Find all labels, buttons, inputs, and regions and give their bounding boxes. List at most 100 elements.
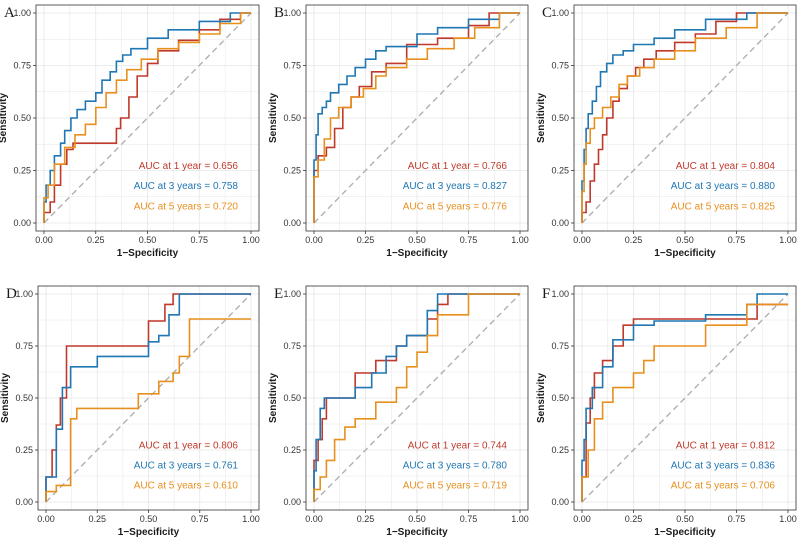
- roc-curve-5yr: [313, 293, 520, 502]
- x-tick-label: 0.25: [88, 514, 106, 524]
- y-axis-title: Sensitivity: [268, 373, 279, 423]
- y-axis-title: Sensitivity: [536, 93, 547, 143]
- roc-curve-5yr: [581, 12, 788, 223]
- x-tick-label: 0.25: [357, 235, 375, 245]
- x-tick-label: 1.00: [242, 235, 260, 245]
- panel-letter: D: [6, 286, 17, 302]
- y-tick-label: 0.50: [13, 113, 31, 123]
- y-tick-label: 0.50: [551, 113, 569, 123]
- panel-letter: A: [4, 5, 15, 21]
- auc-label-1yr: AUC at 1 year = 0.812: [676, 440, 776, 451]
- y-tick-label: 0.25: [551, 445, 569, 455]
- panel-letter: B: [274, 5, 284, 21]
- x-tick-label: 0.00: [35, 235, 53, 245]
- y-tick-label: 0.25: [551, 166, 569, 176]
- auc-label-5yr: AUC at 5 years = 0.720: [134, 202, 239, 213]
- roc-curve-3yr: [581, 12, 788, 223]
- y-axis-title: Sensitivity: [0, 93, 9, 143]
- auc-label-1yr: AUC at 1 year = 0.656: [139, 161, 239, 172]
- reference-diagonal: [45, 293, 252, 503]
- reference-diagonal: [581, 293, 789, 503]
- y-tick-label: 0.75: [551, 341, 569, 351]
- x-tick-label: 0.25: [87, 235, 105, 245]
- roc-curve-5yr: [45, 318, 251, 502]
- auc-label-5yr: AUC at 5 years = 0.776: [403, 202, 508, 213]
- y-tick-label: 0.50: [283, 113, 301, 123]
- y-tick-label: 0.75: [15, 341, 33, 351]
- y-axis-title: Sensitivity: [0, 373, 11, 423]
- auc-label-1yr: AUC at 1 year = 0.744: [408, 440, 508, 451]
- x-axis-title: 1−Specificity: [118, 527, 180, 538]
- x-tick-label: 1.00: [242, 514, 260, 524]
- roc-curve-3yr: [313, 293, 520, 502]
- y-tick-label: 0.25: [283, 445, 301, 455]
- roc-curve-5yr: [313, 12, 520, 223]
- y-tick-label: 1.00: [283, 289, 301, 299]
- y-tick-label: 0.00: [283, 218, 301, 228]
- auc-label-5yr: AUC at 5 years = 0.706: [671, 481, 776, 492]
- roc-panel-f: 0.00 0.25 0.50 0.75 1.00 0.00 0.25 0.50 0.75 1.00…: [536, 285, 797, 538]
- x-axis-title: 1−Specificity: [386, 527, 448, 538]
- auc-label-1yr: AUC at 1 year = 0.806: [139, 440, 239, 451]
- y-tick-label: 0.75: [13, 61, 31, 71]
- reference-diagonal: [581, 12, 789, 224]
- auc-label-1yr: AUC at 1 year = 0.804: [676, 161, 776, 172]
- auc-label-3yr: AUC at 3 years = 0.827: [403, 181, 508, 192]
- x-tick-label: 1.00: [779, 514, 797, 524]
- roc-panel-b: 0.00 0.25 0.50 0.75 1.00 0.00 0.25 0.50 0.75 1.00…: [268, 4, 529, 259]
- roc-panel-c: 0.00 0.25 0.50 0.75 1.00 0.00 0.25 0.50 0.75 1.00…: [536, 4, 797, 259]
- y-tick-label: 0.25: [283, 166, 301, 176]
- auc-label-3yr: AUC at 3 years = 0.836: [671, 461, 776, 472]
- y-tick-label: 1.00: [15, 289, 33, 299]
- x-tick-label: 0.75: [460, 235, 478, 245]
- x-tick-label: 0.75: [728, 514, 746, 524]
- x-axis-title: 1−Specificity: [117, 248, 179, 259]
- x-axis-title: 1−Specificity: [654, 527, 716, 538]
- y-tick-label: 0.00: [13, 218, 31, 228]
- panel-letter: E: [274, 286, 283, 302]
- x-tick-label: 0.00: [305, 514, 323, 524]
- x-tick-label: 0.00: [305, 235, 323, 245]
- x-tick-label: 0.75: [190, 235, 208, 245]
- roc-curve-3yr: [313, 12, 520, 223]
- y-tick-label: 0.25: [15, 445, 33, 455]
- x-tick-label: 0.00: [573, 514, 591, 524]
- y-tick-label: 1.00: [551, 8, 569, 18]
- auc-label-3yr: AUC at 3 years = 0.780: [403, 461, 508, 472]
- x-tick-label: 0.25: [625, 235, 643, 245]
- y-axis-title: Sensitivity: [268, 93, 279, 143]
- y-tick-label: 0.00: [283, 497, 301, 507]
- auc-label-5yr: AUC at 5 years = 0.610: [134, 481, 239, 492]
- roc-panel-a: 0.00 0.25 0.50 0.75 1.00 0.00 0.25 0.50 0.75 1.00…: [0, 4, 260, 259]
- x-axis-title: 1−Specificity: [386, 248, 448, 259]
- x-tick-label: 0.00: [37, 514, 55, 524]
- y-tick-label: 0.50: [551, 393, 569, 403]
- y-tick-label: 0.00: [551, 497, 569, 507]
- auc-label-3yr: AUC at 3 years = 0.758: [134, 181, 239, 192]
- auc-label-1yr: AUC at 1 year = 0.766: [408, 161, 508, 172]
- x-tick-label: 0.75: [460, 514, 478, 524]
- panel-letter: F: [542, 286, 550, 302]
- x-tick-label: 1.00: [511, 514, 529, 524]
- y-tick-label: 1.00: [551, 289, 569, 299]
- auc-label-5yr: AUC at 5 years = 0.825: [671, 202, 776, 213]
- roc-curve-5yr: [43, 12, 251, 223]
- x-tick-label: 0.50: [408, 235, 426, 245]
- y-tick-label: 0.50: [15, 393, 33, 403]
- roc-curve-3yr: [45, 293, 251, 502]
- x-axis-title: 1−Specificity: [654, 248, 716, 259]
- x-tick-label: 1.00: [511, 235, 529, 245]
- x-tick-label: 0.50: [408, 514, 426, 524]
- reference-diagonal: [313, 12, 521, 224]
- y-tick-label: 0.00: [551, 218, 569, 228]
- x-tick-label: 0.50: [139, 235, 157, 245]
- auc-label-5yr: AUC at 5 years = 0.719: [403, 481, 508, 492]
- y-tick-label: 0.50: [283, 393, 301, 403]
- auc-label-3yr: AUC at 3 years = 0.761: [134, 461, 239, 472]
- panel-letter: C: [542, 5, 552, 21]
- y-tick-label: 1.00: [283, 8, 301, 18]
- x-tick-label: 0.50: [140, 514, 158, 524]
- x-tick-label: 0.75: [191, 514, 209, 524]
- roc-panel-e: 0.00 0.25 0.50 0.75 1.00 0.00 0.25 0.50 0.75 1.00…: [268, 285, 529, 538]
